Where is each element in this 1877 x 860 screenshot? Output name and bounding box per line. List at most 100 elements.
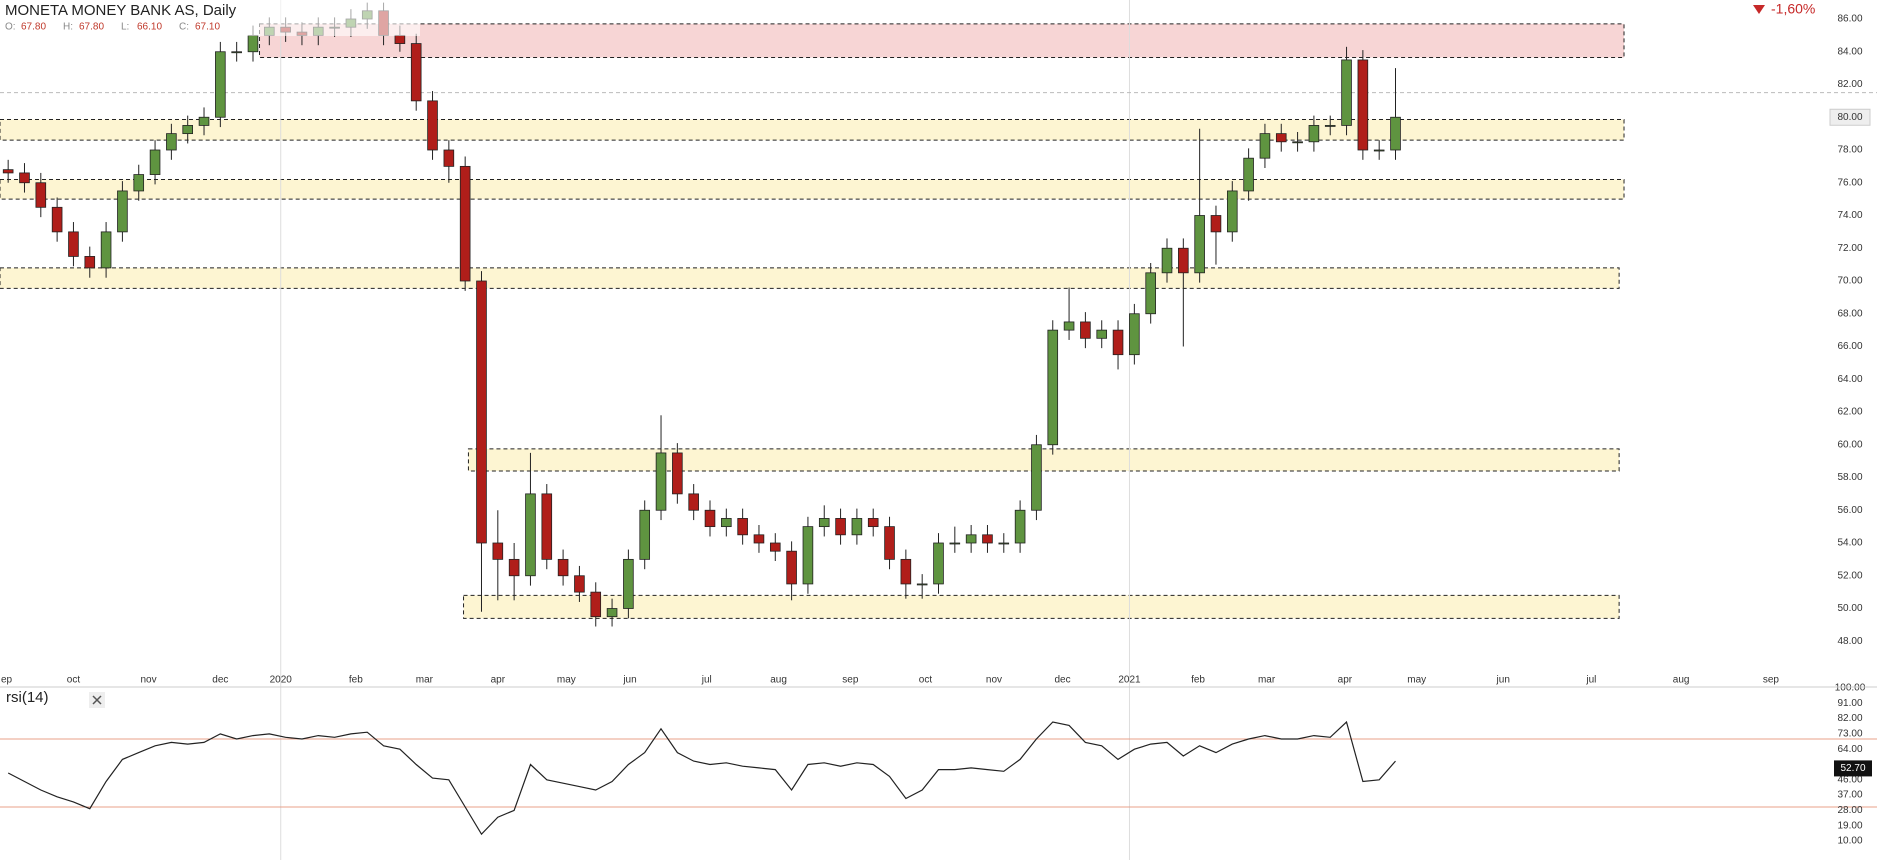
y-tick-label: 52.00 xyxy=(1837,570,1862,581)
rsi-last-tag xyxy=(1834,760,1872,777)
candle-body xyxy=(574,575,585,593)
candle-body xyxy=(623,558,634,609)
ohlc-key: L: xyxy=(121,22,129,33)
candle-body xyxy=(639,509,651,560)
x-tick-label: feb xyxy=(349,675,363,686)
x-tick-label: mar xyxy=(416,675,434,686)
candle-body xyxy=(1031,444,1042,511)
y-tick-label: 76.00 xyxy=(1837,177,1862,188)
x-tick-label: mar xyxy=(1258,675,1276,686)
candle-body xyxy=(51,206,63,233)
y-tick-label: 74.00 xyxy=(1837,210,1862,221)
candle-body xyxy=(655,452,667,511)
rsi-tick-label: 46.00 xyxy=(1837,774,1862,785)
candle-body xyxy=(998,542,1010,545)
x-tick-label: may xyxy=(1407,675,1426,686)
x-tick-label: oct xyxy=(919,675,933,686)
candle-body xyxy=(802,526,814,585)
y-tick-label: 64.00 xyxy=(1837,374,1862,385)
candle-body xyxy=(68,231,79,257)
candle-body xyxy=(247,34,259,53)
candle-body xyxy=(786,550,797,585)
candle-body xyxy=(410,43,422,102)
change: -1,60% xyxy=(1771,1,1815,17)
candle-body xyxy=(867,518,879,528)
candle-body xyxy=(1275,133,1287,143)
candle-body xyxy=(1178,247,1189,274)
x-tick-label: 2020 xyxy=(270,675,293,686)
ohlc-key: O: xyxy=(5,22,16,33)
x-tick-label: may xyxy=(557,675,576,686)
candle-body xyxy=(182,125,193,135)
candle-body xyxy=(900,558,912,585)
zone xyxy=(0,267,1620,289)
candle-body xyxy=(737,518,748,536)
candle-body xyxy=(100,231,112,269)
candle-body xyxy=(1226,190,1238,233)
x-tick-label: ep xyxy=(1,675,13,686)
candle-body xyxy=(231,51,242,54)
candle-body xyxy=(198,116,210,126)
candle-body xyxy=(84,256,96,269)
candle-body xyxy=(753,534,765,544)
zone xyxy=(259,23,1625,58)
rsi-tick-label: 19.00 xyxy=(1837,820,1862,831)
candle-body xyxy=(1047,329,1059,446)
candle-body xyxy=(215,51,226,118)
ohlc-value: 67.80 xyxy=(21,22,46,33)
candle-body xyxy=(916,583,928,586)
ohlc-value: 67.10 xyxy=(195,22,220,33)
x-tick-label: aug xyxy=(770,675,787,686)
candle-body xyxy=(1194,215,1205,274)
candle-body xyxy=(1373,149,1385,152)
zone xyxy=(467,448,1620,472)
y-tick-label: 82.00 xyxy=(1837,79,1862,90)
down-arrow xyxy=(1753,5,1765,14)
candle-body xyxy=(851,518,863,536)
x-tick-label: 2021 xyxy=(1118,675,1141,686)
candle-body xyxy=(1112,329,1124,356)
y-tick-label: 54.00 xyxy=(1837,538,1862,549)
candle-body xyxy=(427,100,438,151)
x-tick-label: jun xyxy=(1496,675,1510,686)
last-price-tag xyxy=(1829,108,1871,126)
candle-body xyxy=(721,518,732,528)
header-bg xyxy=(0,0,420,36)
candle-body xyxy=(1014,509,1026,544)
ohlc-key: C: xyxy=(179,22,189,33)
candle-body xyxy=(933,542,944,585)
ohlc-value: 67.80 xyxy=(79,22,104,33)
rsi-last-label: 52.70 xyxy=(1840,763,1865,774)
candle-body xyxy=(459,165,471,282)
candle-body xyxy=(982,534,993,544)
candle-body xyxy=(1243,157,1254,192)
chart-title: MONETA MONEY BANK AS, Daily xyxy=(5,2,237,19)
candle-body xyxy=(769,542,781,552)
candle-body xyxy=(884,526,895,560)
rsi-tick-label: 73.00 xyxy=(1837,729,1862,740)
candle-body xyxy=(1324,125,1336,127)
candle-body xyxy=(835,518,846,536)
candle-body xyxy=(166,133,177,151)
x-tick-label: aug xyxy=(1673,675,1690,686)
ohlc-value: 66.10 xyxy=(137,22,162,33)
y-tick-label: 78.00 xyxy=(1837,145,1862,156)
x-tick-label: jun xyxy=(622,675,636,686)
candle-body xyxy=(1259,133,1271,159)
candle-body xyxy=(1390,116,1401,151)
close-icon[interactable] xyxy=(92,695,102,705)
x-tick-label: jul xyxy=(1585,675,1596,686)
y-tick-label: 72.00 xyxy=(1837,243,1862,254)
x-tick-label: apr xyxy=(1338,675,1353,686)
x-tick-label: sep xyxy=(842,675,859,686)
candle-body xyxy=(606,608,618,618)
candle-body xyxy=(394,34,406,44)
candle-body xyxy=(965,534,977,544)
x-tick-label: feb xyxy=(1191,675,1205,686)
x-tick-label: nov xyxy=(140,675,156,686)
candle-body xyxy=(688,493,699,511)
candle-body xyxy=(1080,321,1091,339)
candle-body xyxy=(492,542,504,560)
y-tick-label: 58.00 xyxy=(1837,472,1862,483)
rsi-line xyxy=(7,720,1396,836)
